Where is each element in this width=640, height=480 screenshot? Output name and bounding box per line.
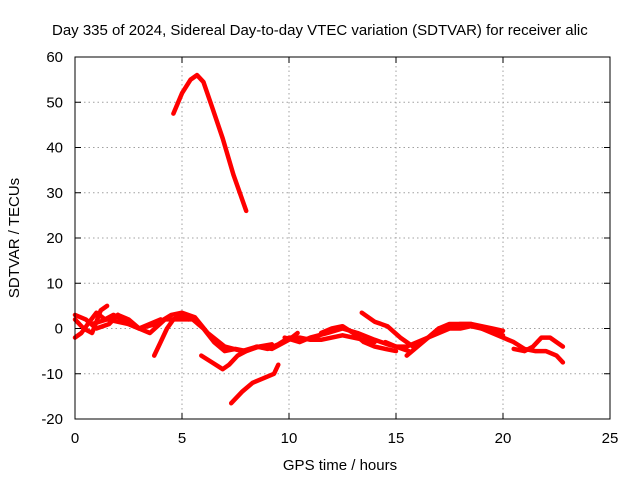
series-arc-low-b [228, 362, 281, 406]
grid-lines [75, 57, 610, 419]
x-tick-label: 10 [281, 430, 298, 447]
y-tick-label: -20 [41, 411, 63, 428]
y-tick-label: 20 [46, 230, 63, 247]
series-arc-dip [151, 312, 191, 358]
series-arc-low-a [199, 342, 275, 372]
y-tick-label: -10 [41, 366, 63, 383]
y-tick-label: 60 [46, 49, 63, 66]
series-arc-high [171, 72, 249, 214]
series-arc-mid-2 [318, 323, 399, 354]
x-tick-label: 5 [178, 430, 186, 447]
data-series [72, 72, 566, 406]
y-axis-label: SDTVAR / TECUs [6, 178, 23, 298]
series-arc-end [511, 335, 566, 354]
x-tick-label: 20 [495, 430, 512, 447]
series-arc-main-2 [115, 310, 300, 354]
series-arc-early-1 [72, 310, 125, 340]
axis-ticks: 0 5 10 15 20 25 -20 -10 0 10 20 30 40 50 60 [41, 49, 618, 447]
chart-title: Day 335 of 2024, Sidereal Day-to-day VTE… [52, 22, 588, 39]
x-tick-label: 15 [388, 430, 405, 447]
x-tick-label: 0 [71, 430, 79, 447]
y-tick-label: 0 [55, 321, 63, 338]
series-arc-late-3 [404, 321, 506, 358]
series-arc-early-2 [72, 303, 110, 336]
y-tick-label: 10 [46, 275, 63, 292]
x-axis-label: GPS time / hours [283, 457, 397, 474]
y-tick-label: 50 [46, 94, 63, 111]
y-tick-label: 30 [46, 185, 63, 202]
y-tick-label: 40 [46, 140, 63, 157]
x-tick-label: 25 [602, 430, 619, 447]
